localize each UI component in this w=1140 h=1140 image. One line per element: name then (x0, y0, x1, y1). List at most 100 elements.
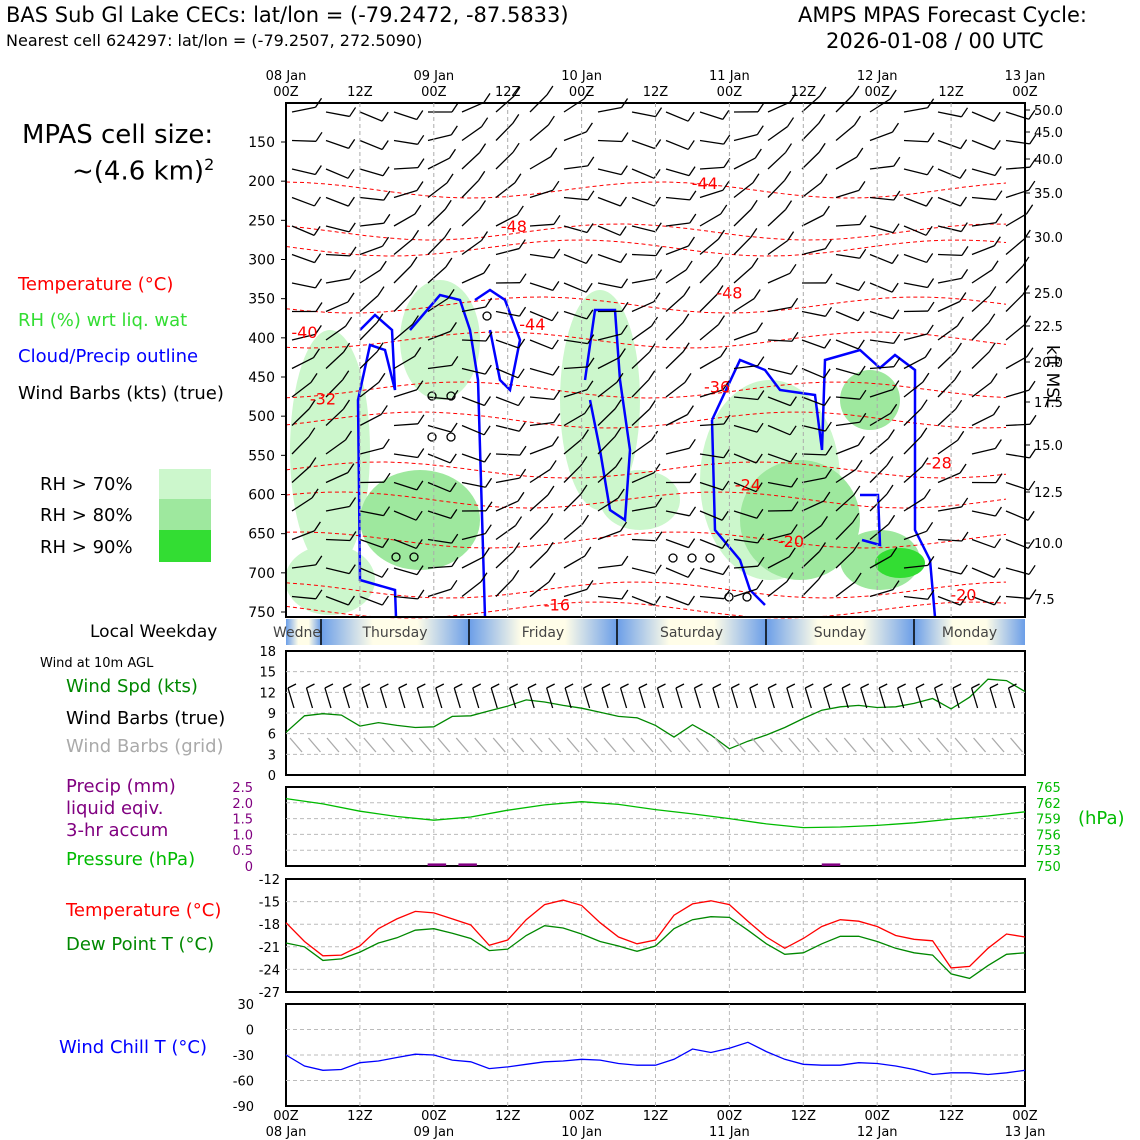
wind-barb-flag (616, 372, 624, 383)
sfc-barb-true (712, 687, 720, 709)
wind-barb-flag (721, 510, 729, 521)
top-hour-label: 00Z (1012, 85, 1038, 100)
sfc-barb-true (324, 687, 332, 709)
pressure-tick-label: 600 (248, 488, 275, 504)
wind-barb (291, 106, 316, 113)
wind-barb (563, 465, 582, 483)
sfc-barb-true (342, 687, 351, 709)
wind-barb-flag (519, 445, 527, 456)
wind-barb (393, 453, 418, 459)
wind-barb-flag (648, 342, 657, 353)
sfc-barb-grid (603, 737, 617, 753)
wind-barb-flag (993, 595, 1002, 606)
wind-barb (665, 414, 688, 427)
wind-barb (529, 494, 549, 512)
wind-barb (801, 339, 825, 349)
wind-barb (631, 379, 650, 398)
bottom-hour-label: 12Z (791, 1109, 817, 1124)
wind-barb-flag (621, 132, 629, 142)
wind-barb (495, 477, 520, 484)
kft-tick-label: 17.5 (1034, 396, 1063, 411)
sfc-barb-true (435, 687, 443, 709)
wind-barb (631, 301, 655, 313)
sfc-barb-true (970, 687, 979, 709)
wind-barb-flag (378, 372, 386, 383)
wind-barb (291, 253, 315, 264)
wind-barb (393, 481, 418, 491)
wind-barb (461, 339, 487, 342)
wind-barb (903, 253, 927, 264)
wind-barb-flag (349, 107, 357, 117)
wind-barb-flag (415, 539, 423, 549)
wind-barb (699, 595, 724, 600)
sfc-barb-true (786, 687, 794, 709)
wind-barb-flag (618, 348, 626, 358)
wind-barb (767, 339, 793, 342)
wind-barb (1005, 423, 1031, 427)
wind-barb (597, 564, 622, 569)
wind-barb (665, 139, 689, 151)
wind-barb-flag (751, 257, 759, 268)
wind-barb (869, 366, 894, 370)
wind-barb (903, 466, 923, 483)
sfc-barb-true (878, 687, 886, 709)
wind-barb (461, 396, 485, 407)
wind-barb-flag (414, 346, 422, 357)
wind-barb-flag (451, 102, 459, 113)
wind-barb-flag (857, 339, 865, 350)
sfc-barb-true (915, 687, 923, 709)
pressure-tick-label: 700 (248, 566, 275, 582)
wind-barb-flag (960, 107, 969, 118)
wind-barb (631, 408, 650, 426)
temperature-tick: -12 (259, 873, 280, 888)
wind-barb-flag (891, 122, 900, 133)
wind-barb (835, 494, 855, 512)
wind-barb (971, 510, 996, 517)
wind-barb (1005, 166, 1030, 170)
wind-barb-flag (926, 324, 934, 335)
kft-tick-label: 50.0 (1034, 104, 1063, 119)
wind-barb (359, 269, 381, 284)
wind-barb-flag (416, 565, 424, 575)
wind-barb (937, 506, 962, 512)
wind-barb-flag (447, 289, 455, 299)
wind-barb-flag (959, 595, 967, 606)
wind-barb (529, 581, 550, 598)
sfc-barb-true-flag (712, 683, 722, 689)
wind-barb (665, 538, 689, 549)
wind-barb (801, 424, 826, 432)
legend-rh80-label: RH > 80% (40, 505, 133, 526)
bottom-date-label: 11 Jan (709, 1125, 750, 1140)
wind-barb-flag (891, 254, 899, 264)
wind-barb-flag (825, 445, 833, 456)
wind-barb-flag (376, 313, 384, 324)
wind-barb-flag (512, 542, 521, 552)
sfc-barb-true (656, 687, 665, 709)
wind-barb (597, 408, 616, 426)
wind-barb-flag (754, 148, 762, 159)
wind-barb (801, 500, 825, 512)
wind-barb (971, 381, 992, 398)
wind-barb-flag (655, 497, 663, 508)
wind-barb-flag (479, 143, 487, 154)
wind-barb (325, 379, 344, 398)
temperature-contour (285, 531, 1007, 549)
label-windchill: Wind Chill T (°C) (59, 1037, 207, 1058)
sfc-barb-grid (455, 737, 469, 753)
sfc-barb-grid (326, 737, 340, 753)
wind-barb-flag (345, 316, 353, 327)
wind-barb (291, 196, 315, 207)
wind-barb-flag (684, 372, 692, 383)
wind-barb (971, 111, 995, 122)
wind-barb-flag (313, 225, 321, 236)
wind-barb-flag (857, 311, 865, 322)
sfc-barb-grid (769, 737, 783, 753)
legend-cloud: Cloud/Precip outline (18, 346, 199, 367)
temperature-tick: -24 (259, 963, 280, 978)
temperature-label: -36 (704, 378, 730, 397)
wind-barb-flag (381, 595, 389, 606)
sfc-barb-grid (585, 737, 599, 753)
wind-barb-flag (349, 497, 357, 507)
temperature-contour (285, 461, 1007, 479)
wind-barb-flag (859, 389, 867, 400)
